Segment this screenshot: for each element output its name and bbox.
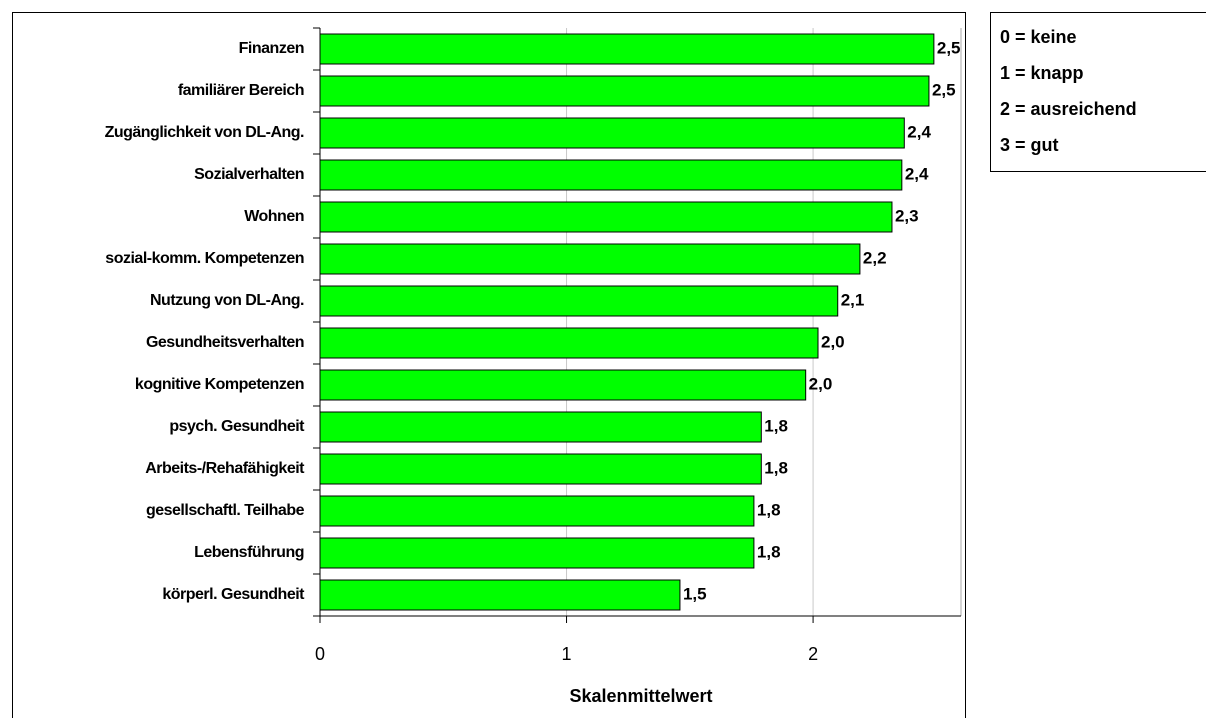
bar [319,579,681,611]
value-label: 2,3 [895,206,919,225]
y-tick-label: Finanzen [239,40,304,57]
bar [319,243,861,275]
x-tick-label: 2 [808,644,818,664]
y-tick-label: sozial-komm. Kompetenzen [105,250,304,267]
value-label: 2,4 [905,164,929,183]
y-tick-label: Gesundheitsverhalten [146,334,304,351]
x-tick-label: 0 [315,644,325,664]
y-tick-label: gesellschaftl. Teilhabe [146,502,305,519]
legend-note: 1 = knapp [1000,63,1084,83]
legend-note: 3 = gut [1000,135,1059,155]
y-tick-label: körperl. Gesundheit [162,586,305,603]
y-tick-label: Zugänglichkeit von DL-Ang. [105,124,304,141]
value-label: 1,8 [757,542,781,561]
value-label: 1,8 [764,458,788,477]
y-tick-label: Wohnen [244,208,304,225]
value-label: 2,4 [907,122,931,141]
y-tick-label: Sozialverhalten [194,166,304,183]
bar [319,411,762,443]
value-label: 1,8 [757,500,781,519]
bar [319,159,903,191]
x-axis-title: Skalenmittelwert [569,686,712,706]
bar [319,537,755,569]
y-tick-label: Lebensführung [194,544,304,561]
value-label: 2,2 [863,248,887,267]
value-label: 1,5 [683,584,707,603]
bar [319,285,839,317]
value-label: 2,0 [821,332,845,351]
bar [319,201,893,233]
value-label: 1,8 [764,416,788,435]
value-label: 2,1 [841,290,865,309]
y-tick-label: Arbeits-/Rehafähigkeit [145,460,305,477]
bar [319,117,905,149]
x-tick-label: 1 [562,644,572,664]
bar [319,453,762,485]
value-label: 2,0 [809,374,833,393]
y-tick-label: kognitive Kompetenzen [135,376,304,393]
y-tick-label: Nutzung von DL-Ang. [150,292,304,309]
value-label: 2,5 [932,80,956,99]
y-tick-label: familiärer Bereich [178,82,304,99]
bar [319,495,755,527]
bar [319,33,935,65]
bar [319,369,807,401]
bar [319,75,930,107]
y-tick-label: psych. Gesundheit [169,418,305,435]
legend-note: 2 = ausreichend [1000,99,1137,119]
value-label: 2,5 [937,38,961,57]
legend-note: 0 = keine [1000,27,1077,47]
bar [319,327,819,359]
legend-box [990,12,1206,172]
